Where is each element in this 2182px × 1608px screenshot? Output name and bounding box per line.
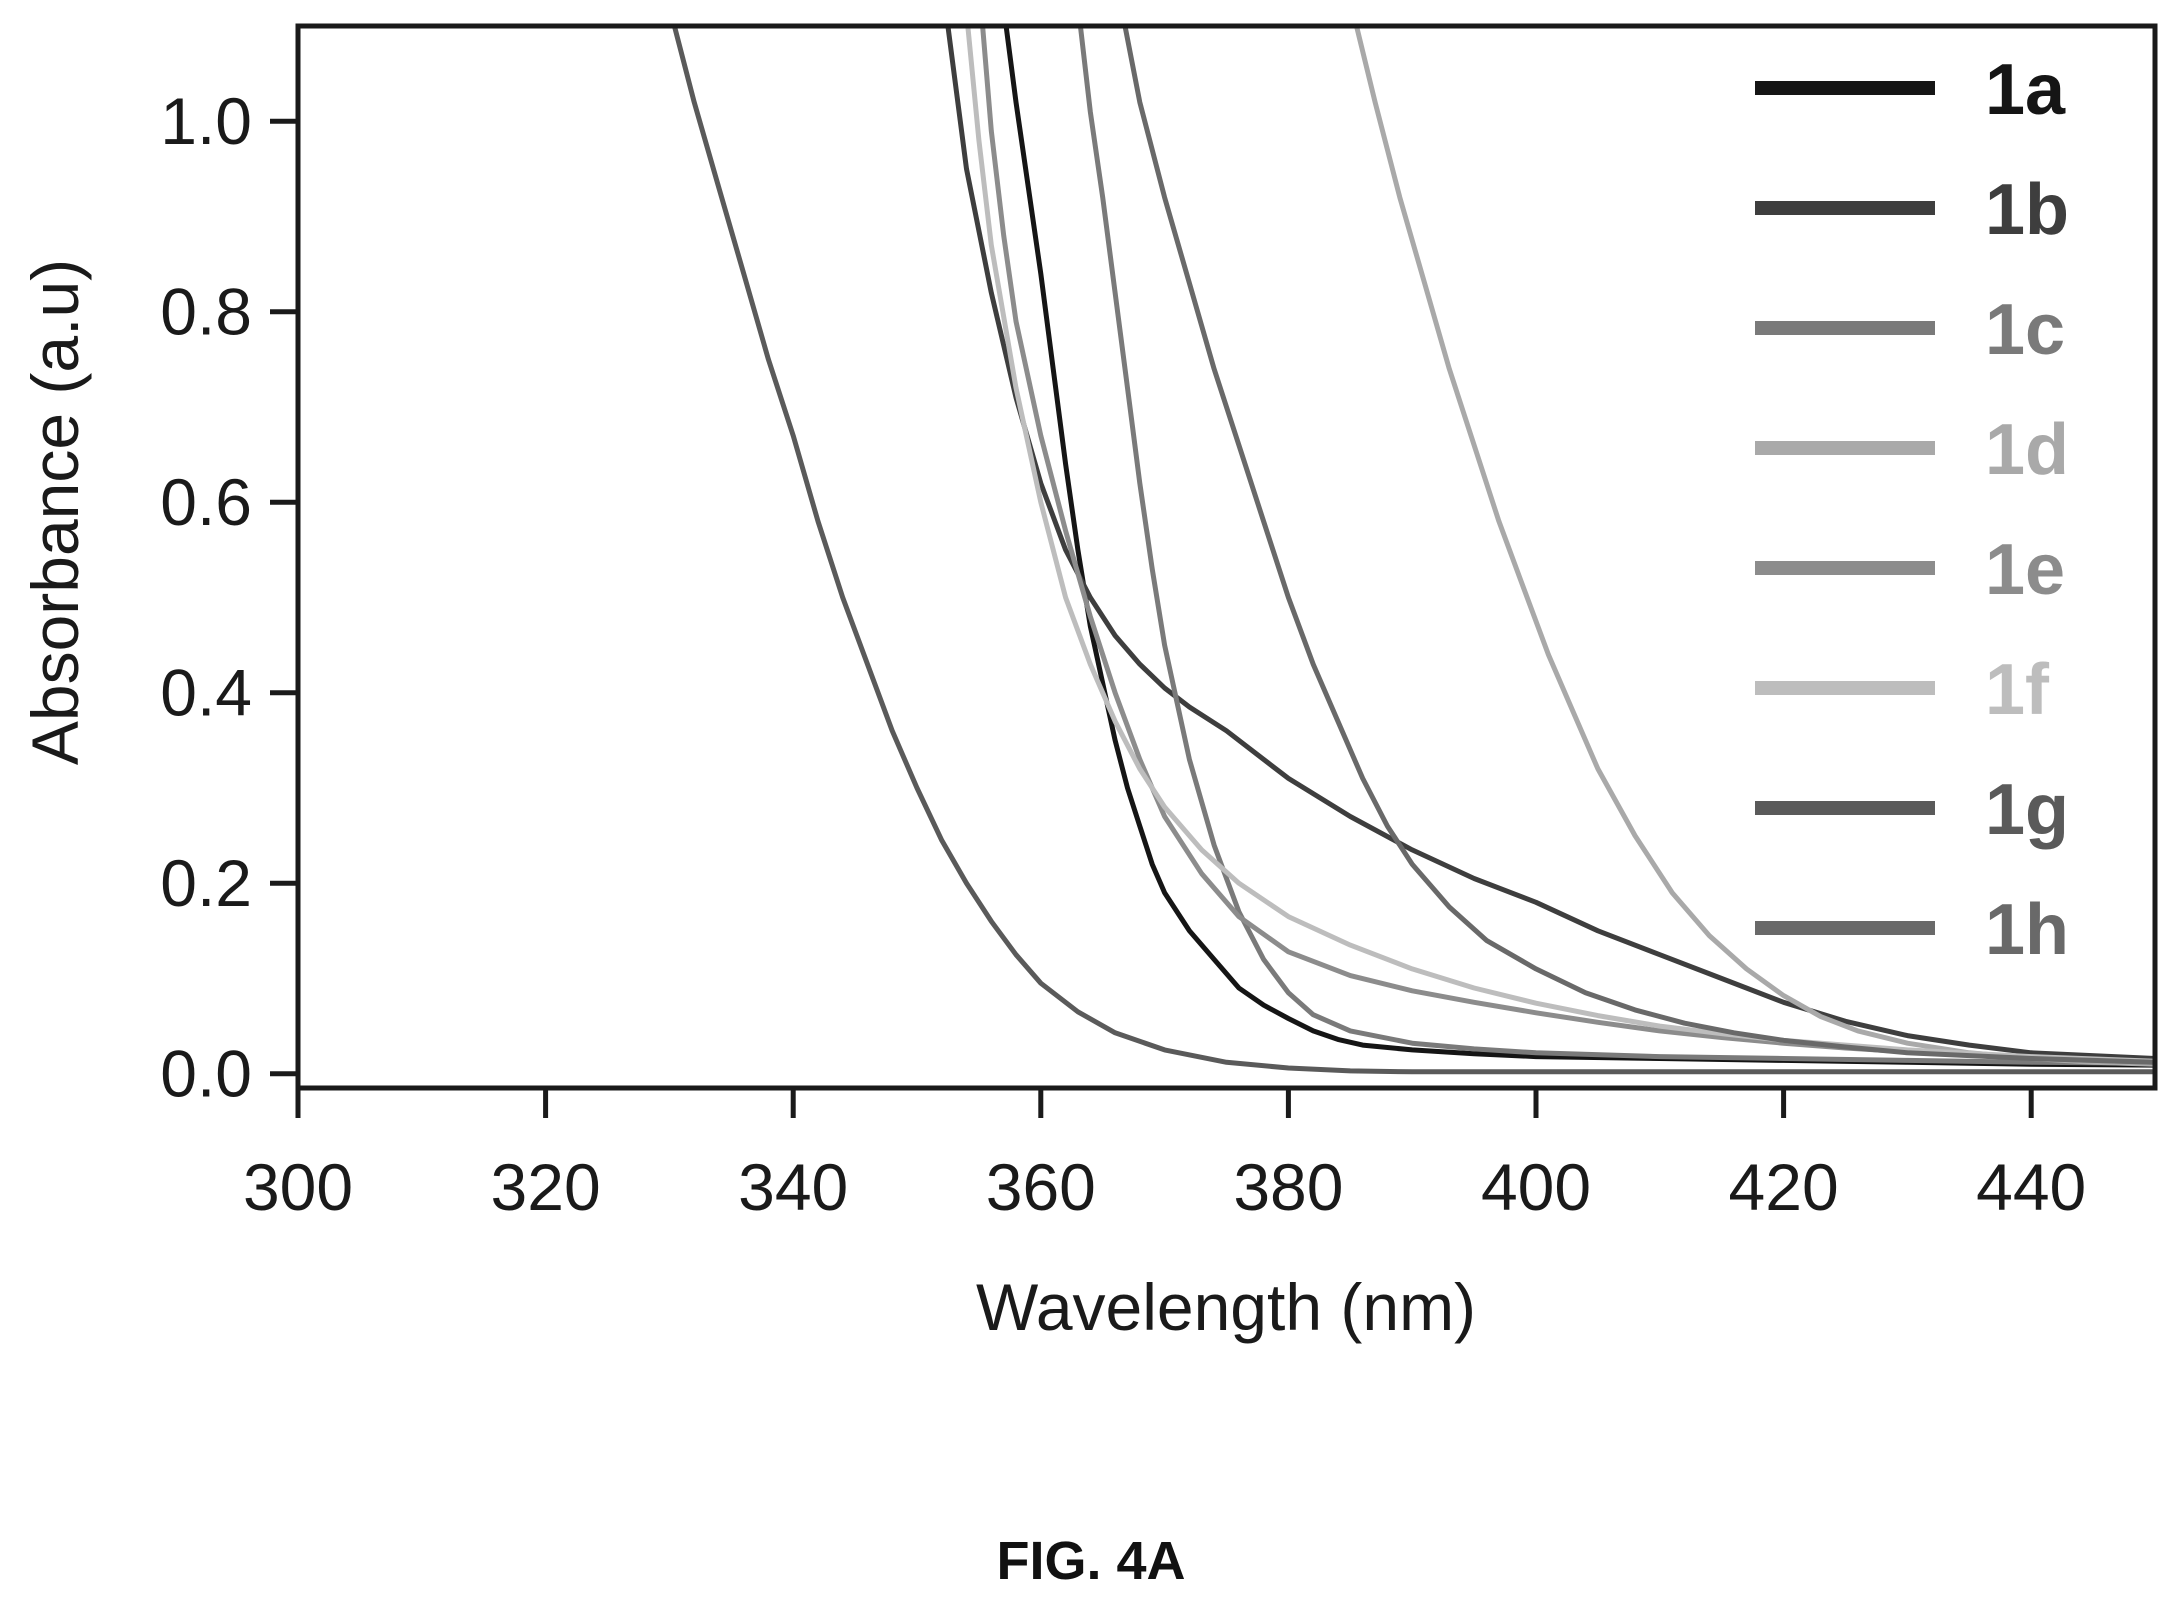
legend-label-1f: 1f: [1985, 650, 2050, 730]
x-tick-label: 300: [243, 1150, 353, 1224]
series-line-1g: [671, 26, 2155, 1075]
series-layer: [671, 26, 2155, 1075]
y-tick-label: 0.8: [160, 275, 252, 349]
legend-label-1c: 1c: [1985, 290, 2065, 370]
y-tick-label: 0.4: [160, 656, 252, 730]
series-line-1c: [1077, 26, 2155, 1066]
x-tick-label: 400: [1481, 1150, 1591, 1224]
x-tick-label: 420: [1729, 1150, 1839, 1224]
x-axis-title: Wavelength (nm): [976, 1270, 1476, 1344]
axis-layer: 300 320 340 360 380 400 420 440 0.0 0.2 0.4 0.6 0.8 1…: [160, 84, 2086, 1224]
x-tick-label: 360: [986, 1150, 1096, 1224]
x-tick-label: 320: [491, 1150, 601, 1224]
legend-label-1e: 1e: [1985, 530, 2065, 610]
y-tick-label: 1.0: [160, 84, 252, 158]
y-tick-label: 0.0: [160, 1037, 252, 1111]
y-tick-label: 0.2: [160, 846, 252, 920]
series-line-1h: [1122, 26, 2155, 1065]
y-axis-title: Absorbance (a.u): [18, 259, 92, 765]
series-line-1f: [965, 26, 2155, 1064]
series-line-1a: [1003, 26, 2155, 1068]
x-tick-label: 340: [738, 1150, 848, 1224]
legend-label-1a: 1a: [1985, 50, 2066, 130]
legend-label-1g: 1g: [1985, 770, 2069, 850]
plot-frame: [295, 23, 2158, 1091]
series-line-1b: [945, 26, 2155, 1061]
legend-label-1b: 1b: [1985, 170, 2069, 250]
x-tick-label: 440: [1976, 1150, 2086, 1224]
figure-caption: FIG. 4A: [996, 1531, 1186, 1591]
series-line-1e: [980, 26, 2155, 1065]
legend: 1a 1b 1c 1d 1e 1f 1g 1h: [1755, 50, 2069, 970]
legend-label-1h: 1h: [1985, 890, 2069, 970]
y-tick-label: 0.6: [160, 465, 252, 539]
x-tick-label: 380: [1233, 1150, 1343, 1224]
legend-label-1d: 1d: [1985, 410, 2069, 490]
series-line-1d: [1354, 26, 2155, 1067]
